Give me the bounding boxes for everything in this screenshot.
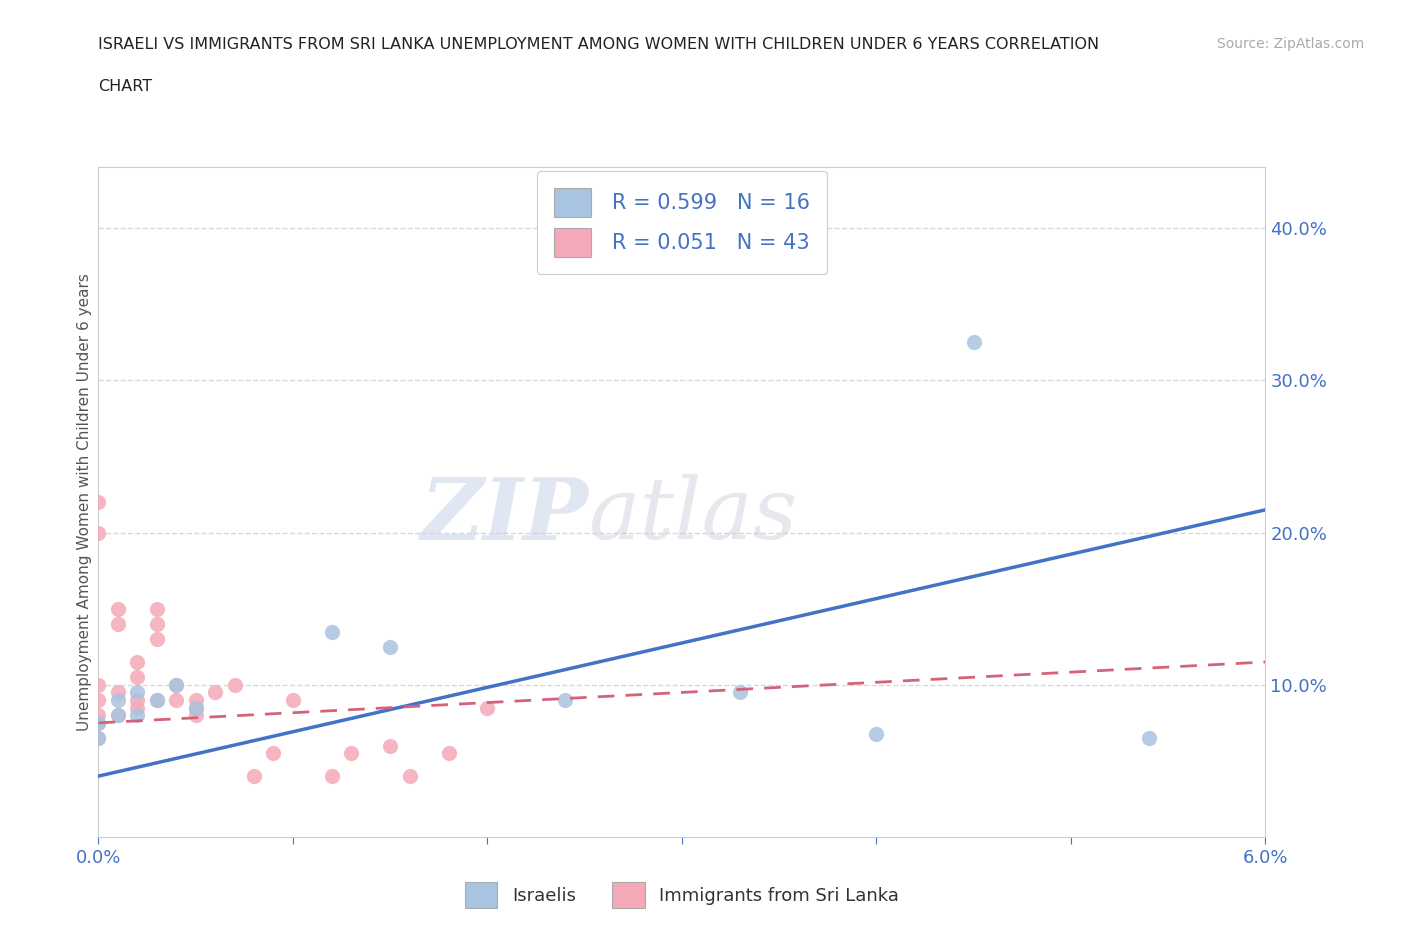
Point: [321, 769, 343, 784]
Point: [87, 731, 110, 746]
Point: [146, 602, 169, 617]
Text: ZIP: ZIP: [420, 474, 589, 557]
Point: [87, 731, 110, 746]
Point: [107, 602, 129, 617]
Point: [87, 525, 110, 540]
Text: atlas: atlas: [589, 474, 797, 557]
Point: [865, 726, 887, 741]
Point: [224, 677, 246, 692]
Point: [87, 693, 110, 708]
Point: [127, 693, 149, 708]
Point: [184, 693, 207, 708]
Text: CHART: CHART: [98, 79, 152, 94]
Point: [184, 700, 207, 715]
Point: [127, 685, 149, 700]
Point: [378, 639, 402, 654]
Point: [146, 693, 169, 708]
Point: [281, 693, 304, 708]
Point: [146, 631, 169, 646]
Point: [107, 708, 129, 723]
Point: [87, 495, 110, 510]
Point: [340, 746, 363, 761]
Point: [87, 677, 110, 692]
Point: [127, 708, 149, 723]
Point: [146, 693, 169, 708]
Point: [730, 685, 752, 700]
Point: [107, 693, 129, 708]
Point: [165, 677, 187, 692]
Point: [477, 700, 499, 715]
Point: [127, 670, 149, 684]
Legend: Israelis, Immigrants from Sri Lanka: Israelis, Immigrants from Sri Lanka: [458, 875, 905, 915]
Point: [184, 700, 207, 715]
Point: [398, 769, 420, 784]
Point: [962, 335, 984, 350]
Text: Source: ZipAtlas.com: Source: ZipAtlas.com: [1216, 37, 1364, 51]
Text: ISRAELI VS IMMIGRANTS FROM SRI LANKA UNEMPLOYMENT AMONG WOMEN WITH CHILDREN UNDE: ISRAELI VS IMMIGRANTS FROM SRI LANKA UNE…: [98, 37, 1099, 52]
Point: [87, 715, 110, 730]
Point: [87, 715, 110, 730]
Point: [127, 700, 149, 715]
Point: [184, 708, 207, 723]
Point: [378, 738, 402, 753]
Point: [127, 655, 149, 670]
Point: [107, 685, 129, 700]
Point: [107, 617, 129, 631]
Point: [107, 708, 129, 723]
Point: [554, 693, 576, 708]
Point: [87, 708, 110, 723]
Point: [262, 746, 284, 761]
Y-axis label: Unemployment Among Women with Children Under 6 years: Unemployment Among Women with Children U…: [77, 273, 91, 731]
Point: [204, 685, 226, 700]
Point: [165, 693, 187, 708]
Point: [1137, 731, 1160, 746]
Point: [437, 746, 460, 761]
Point: [165, 677, 187, 692]
Point: [146, 617, 169, 631]
Point: [243, 769, 266, 784]
Point: [321, 624, 343, 639]
